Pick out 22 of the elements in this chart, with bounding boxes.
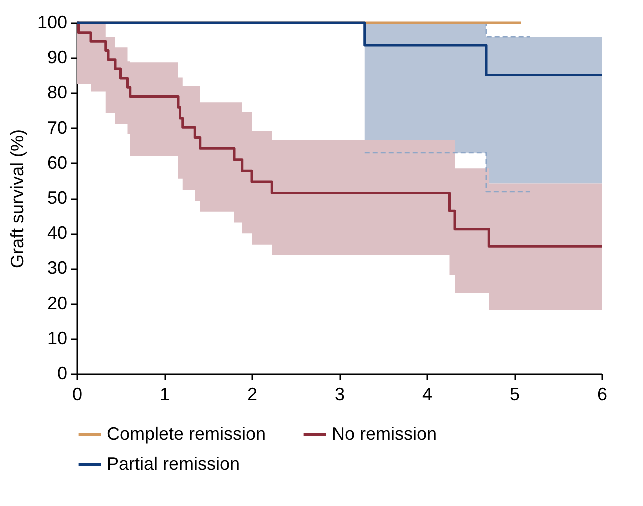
y-axis-title: Graft survival (%) bbox=[7, 129, 28, 269]
y-tick-label: 10 bbox=[47, 328, 68, 348]
x-tick-label: 5 bbox=[510, 384, 520, 404]
y-tick-label: 80 bbox=[47, 82, 68, 103]
x-tick-label: 2 bbox=[247, 384, 258, 404]
x-tick-label: 4 bbox=[422, 384, 433, 404]
y-tick-label: 20 bbox=[47, 293, 68, 314]
y-tick-label: 50 bbox=[47, 188, 68, 208]
y-tick-label: 90 bbox=[47, 48, 68, 68]
legend-label: Partial remission bbox=[107, 454, 240, 474]
x-tick-label: 6 bbox=[597, 384, 608, 404]
y-tick-label: 100 bbox=[37, 12, 68, 32]
legend-label: Complete remission bbox=[107, 424, 266, 444]
legend-label: No remission bbox=[332, 424, 438, 444]
x-tick-label: 0 bbox=[72, 384, 83, 404]
y-tick-label: 30 bbox=[47, 258, 68, 278]
y-tick-label: 60 bbox=[47, 152, 68, 173]
y-tick-label: 70 bbox=[47, 118, 68, 138]
x-tick-label: 1 bbox=[160, 384, 170, 404]
x-tick-label: 3 bbox=[334, 384, 346, 404]
y-tick-label: 40 bbox=[47, 223, 68, 244]
y-tick-label: 0 bbox=[57, 364, 68, 384]
